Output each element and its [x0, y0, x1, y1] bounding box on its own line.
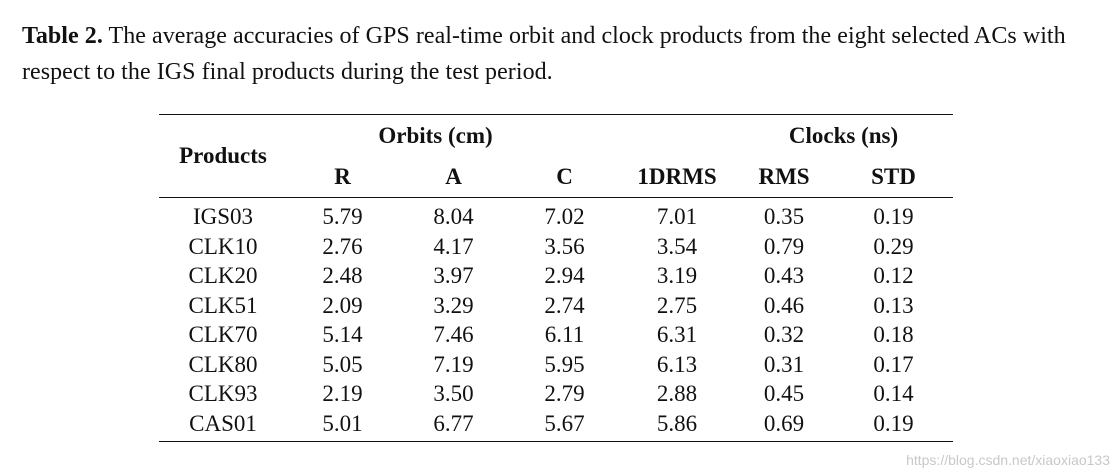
- table-row: CLK51 2.09 3.29 2.74 2.75 0.46 0.13: [159, 291, 953, 321]
- value-cell: 2.88: [656, 381, 698, 406]
- value-cell: 7.01: [656, 204, 698, 229]
- value-cell: 3.97: [433, 263, 474, 288]
- value-cell: 3.54: [656, 233, 698, 259]
- value-cell: 0.45: [763, 381, 805, 406]
- value-cell: 3.29: [433, 292, 474, 318]
- column-header: 1DRMS: [620, 157, 735, 198]
- column-header: R: [287, 157, 398, 198]
- table-row: CAS01 5.01 6.77 5.67 5.86 0.69 0.19: [159, 408, 954, 442]
- value-cell: 6.77: [398, 408, 509, 442]
- value-cell: 7.46: [433, 322, 474, 347]
- product-cell: CLK70: [188, 322, 258, 347]
- value-cell: 0.14: [873, 381, 914, 406]
- column-header: RMS: [734, 157, 835, 198]
- products-header: Products: [159, 114, 287, 198]
- value-cell: 6.11: [544, 322, 585, 347]
- value-cell: 5.14: [322, 322, 363, 347]
- table-row: CLK10 2.76 4.17 3.56 3.54 0.79 0.29: [159, 232, 953, 262]
- value-cell: 4.17: [433, 233, 474, 259]
- clocks-group-header: Clocks (ns): [734, 114, 954, 157]
- product-cell: IGS03: [192, 204, 254, 229]
- product-cell: CLK80: [188, 351, 258, 377]
- value-cell: 2.79: [544, 381, 585, 406]
- value-cell: 2.09: [322, 292, 363, 318]
- table-row: CLK80 5.05 7.19 5.95 6.13 0.31 0.17: [159, 350, 953, 380]
- product-cell: CLK10: [188, 233, 258, 259]
- value-cell: 5.05: [322, 351, 363, 377]
- value-cell: 0.69: [734, 408, 835, 442]
- value-cell: 3.50: [433, 381, 474, 406]
- caption-text: The average accuracies of GPS real-time …: [22, 23, 1066, 85]
- table-row: CLK93 2.19 3.50 2.79 2.88 0.45 0.14: [159, 379, 953, 409]
- product-cell: CLK51: [188, 292, 258, 318]
- value-cell: 2.19: [322, 381, 363, 406]
- value-cell: 6.13: [656, 351, 698, 377]
- value-cell: 2.74: [544, 292, 585, 318]
- value-cell: 2.94: [544, 263, 585, 288]
- value-cell: 0.18: [873, 322, 914, 347]
- value-cell: 5.79: [322, 204, 363, 229]
- value-cell: 2.75: [656, 292, 698, 318]
- value-cell: 7.02: [544, 204, 585, 229]
- table-row: IGS03 5.79 8.04 7.02 7.01 0.35 0.19: [159, 198, 953, 232]
- value-cell: 0.32: [763, 322, 805, 347]
- value-cell: 0.35: [763, 204, 805, 229]
- value-cell: 0.46: [763, 292, 805, 318]
- column-header: A: [398, 157, 509, 198]
- results-table: Products Orbits (cm) Clocks (ns) R A C 1…: [159, 114, 954, 442]
- value-cell: 0.29: [873, 233, 914, 259]
- value-cell: 7.19: [433, 351, 474, 377]
- table-row: CLK70 5.14 7.46 6.11 6.31 0.32 0.18: [159, 320, 953, 350]
- orbits-group-header: Orbits (cm): [287, 114, 735, 157]
- value-cell: 5.01: [287, 408, 398, 442]
- caption-label: Table 2.: [22, 23, 103, 49]
- value-cell: 0.13: [873, 292, 914, 318]
- value-cell: 5.95: [544, 351, 585, 377]
- watermark-url: https://blog.csdn.net/xiaoxiao133: [906, 452, 1110, 468]
- product-cell: CAS01: [159, 408, 287, 442]
- value-cell: 5.67: [509, 408, 620, 442]
- table-header-column-row: R A C 1DRMS RMS STD: [159, 157, 954, 198]
- value-cell: 0.79: [763, 233, 805, 259]
- table-row: CLK20 2.48 3.97 2.94 3.19 0.43 0.12: [159, 261, 953, 291]
- value-cell: 0.19: [873, 204, 914, 229]
- value-cell: 2.76: [322, 233, 363, 259]
- value-cell: 8.04: [433, 204, 474, 229]
- value-cell: 0.19: [834, 408, 954, 442]
- product-cell: CLK20: [188, 263, 258, 288]
- value-cell: 0.17: [873, 351, 914, 377]
- value-cell: 2.48: [322, 263, 363, 288]
- value-cell: 3.56: [544, 233, 585, 259]
- value-cell: 0.43: [763, 263, 805, 288]
- value-cell: 0.31: [763, 351, 805, 377]
- value-cell: 0.12: [873, 263, 914, 288]
- column-header: C: [509, 157, 620, 198]
- column-header: STD: [834, 157, 954, 198]
- value-cell: 5.86: [620, 408, 735, 442]
- table-header-group-row: Products Orbits (cm) Clocks (ns): [159, 114, 954, 198]
- product-cell: CLK93: [188, 381, 258, 406]
- value-cell: 6.31: [656, 322, 698, 347]
- table-caption: Table 2. The average accuracies of GPS r…: [22, 18, 1102, 90]
- value-cell: 3.19: [656, 263, 698, 288]
